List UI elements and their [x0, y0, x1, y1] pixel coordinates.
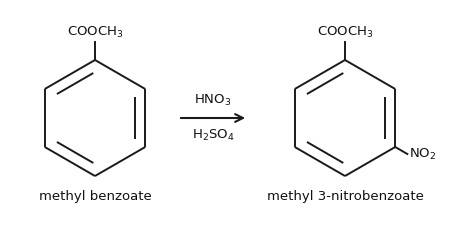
Text: HNO$_3$: HNO$_3$: [194, 93, 232, 108]
Text: methyl benzoate: methyl benzoate: [39, 190, 151, 203]
Text: NO$_2$: NO$_2$: [410, 146, 436, 161]
Text: COOCH$_3$: COOCH$_3$: [67, 25, 123, 40]
Text: COOCH$_3$: COOCH$_3$: [317, 25, 373, 40]
Text: methyl 3-nitrobenzoate: methyl 3-nitrobenzoate: [266, 190, 423, 203]
Text: H$_2$SO$_4$: H$_2$SO$_4$: [192, 128, 234, 143]
